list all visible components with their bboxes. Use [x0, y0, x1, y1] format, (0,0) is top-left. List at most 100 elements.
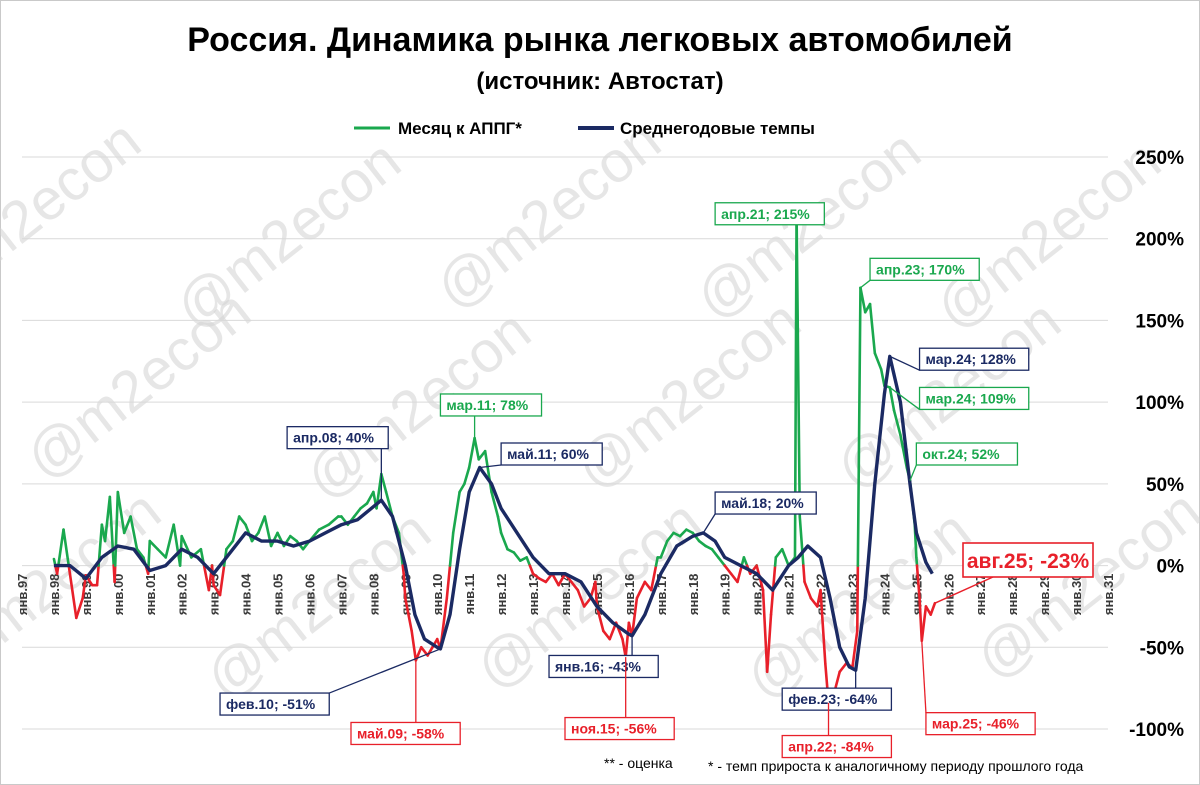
annotation-label: апр.22; -84%	[788, 739, 874, 755]
annotation-leader	[889, 386, 920, 410]
y-tick-label: 150%	[1135, 311, 1184, 332]
x-tick-label: янв.04	[239, 573, 254, 615]
monthly-series-segment	[164, 523, 176, 559]
annotation-label: май.09; -58%	[357, 725, 445, 741]
annotation-label: фев.23; -64%	[788, 691, 878, 707]
monthly-series-segment	[570, 580, 580, 592]
monthly-series-segment	[868, 302, 877, 355]
monthly-series-segment	[225, 539, 235, 551]
monthly-series-segment	[218, 564, 226, 597]
annotation-box	[714, 202, 825, 226]
monthly-series-segment	[402, 572, 407, 600]
monthly-series-segment	[780, 547, 790, 567]
monthly-series-segment	[915, 564, 921, 600]
monthly-series-segment	[838, 662, 848, 674]
monthly-series-segment	[723, 564, 733, 576]
x-tick-label: янв.12	[494, 574, 509, 616]
monthly-series-segment	[899, 433, 909, 469]
x-tick-label: янв.24	[877, 573, 892, 615]
monthly-series-segment	[467, 436, 476, 469]
monthly-series-segment	[729, 572, 739, 584]
x-tick-label: янв.18	[686, 574, 701, 616]
x-tick-label: янв.01	[143, 574, 158, 616]
monthly-series-segment	[289, 534, 298, 543]
monthly-series-segment	[710, 547, 720, 559]
annotation-label: май.11; 60%	[507, 446, 589, 462]
annotation-box	[500, 442, 603, 466]
monthly-series-segment	[458, 482, 466, 494]
monthly-series-segment	[62, 528, 71, 567]
chart-title: Россия. Динамика рынка легковых автомоби…	[187, 21, 1012, 59]
annotation-box	[918, 386, 1030, 411]
x-tick-label: янв.11	[462, 574, 477, 615]
y-tick-label: 100%	[1135, 393, 1184, 414]
annotation-label: мар.24; 109%	[926, 390, 1017, 406]
monthly-series-segment	[873, 351, 883, 371]
annotation-box	[564, 716, 675, 741]
annotation-label: мар.24; 128%	[926, 351, 1017, 367]
monthly-series-segment	[851, 629, 859, 669]
monthly-series-segment	[602, 629, 612, 641]
highlight-box	[962, 542, 1094, 578]
annotation-box	[869, 257, 980, 281]
monthly-series-segment	[697, 539, 707, 548]
x-tick-label: янв.28	[1005, 574, 1020, 616]
average-series-line	[53, 354, 934, 672]
annotation-leader	[860, 279, 871, 289]
annotation-leader	[479, 464, 502, 469]
annotation-box	[286, 426, 389, 450]
monthly-series-segment	[557, 572, 567, 587]
monthly-series-segment	[888, 386, 896, 412]
monthly-series-segment	[643, 580, 653, 592]
x-tick-label: янв.97	[15, 574, 30, 616]
monthly-series-segment	[512, 551, 522, 562]
x-tick-label: янв.21	[782, 574, 797, 616]
x-tick-label: янв.07	[334, 574, 349, 616]
monthly-series-segment	[915, 556, 919, 567]
x-tick-label: янв.26	[941, 574, 956, 616]
y-tick-label: 50%	[1146, 475, 1184, 496]
x-tick-label: янв.98	[47, 574, 62, 616]
annotation-box	[439, 393, 543, 417]
watermark-text: @m2econ	[0, 107, 153, 322]
monthly-series-segment	[156, 547, 168, 559]
monthly-series-segment	[490, 490, 500, 518]
x-tick-label: янв.06	[302, 574, 317, 616]
monthly-series-segment	[473, 436, 481, 461]
series-layer	[52, 212, 937, 705]
monthly-series-segment	[210, 564, 215, 587]
x-tick-label: янв.13	[526, 574, 541, 616]
monthly-series-segment	[231, 515, 241, 543]
chart-subtitle: (источник: Автостат)	[476, 68, 723, 95]
monthly-series-segment	[116, 490, 126, 535]
highlight-leader	[934, 576, 994, 604]
monthly-series-segment	[135, 547, 145, 559]
y-tick-label: -50%	[1140, 638, 1184, 659]
x-tick-label: янв.19	[718, 574, 733, 616]
monthly-series-segment	[635, 580, 647, 600]
annotation-label: фев.10; -51%	[226, 696, 316, 712]
monthly-series-segment	[122, 515, 132, 535]
annotation-leader	[909, 464, 917, 481]
annotation-box	[548, 654, 659, 679]
annotation-label: мар.11; 78%	[446, 397, 528, 413]
monthly-series-segment	[803, 580, 813, 600]
monthly-series-segment	[879, 368, 886, 388]
monthly-series-segment	[654, 556, 659, 567]
annotation-label: апр.21; 215%	[721, 206, 810, 222]
monthly-series-segment	[57, 528, 65, 567]
monthly-series-segment	[463, 466, 471, 486]
annotation-box	[714, 491, 817, 515]
monthly-series-segment	[403, 596, 413, 633]
annotation-label: мар.25; -46%	[932, 716, 1020, 732]
monthly-series-segment	[624, 621, 631, 659]
annotation-box	[915, 442, 1019, 466]
monthly-series-segment	[95, 564, 100, 587]
monthly-series-segment	[108, 495, 116, 567]
x-tick-label: янв.08	[366, 574, 381, 616]
watermark-text: @m2econ	[13, 277, 262, 492]
monthly-series-segment	[819, 588, 827, 665]
monthly-series-segment	[148, 539, 160, 551]
monthly-series-segment	[550, 572, 560, 587]
y-tick-label: 0%	[1157, 557, 1185, 578]
